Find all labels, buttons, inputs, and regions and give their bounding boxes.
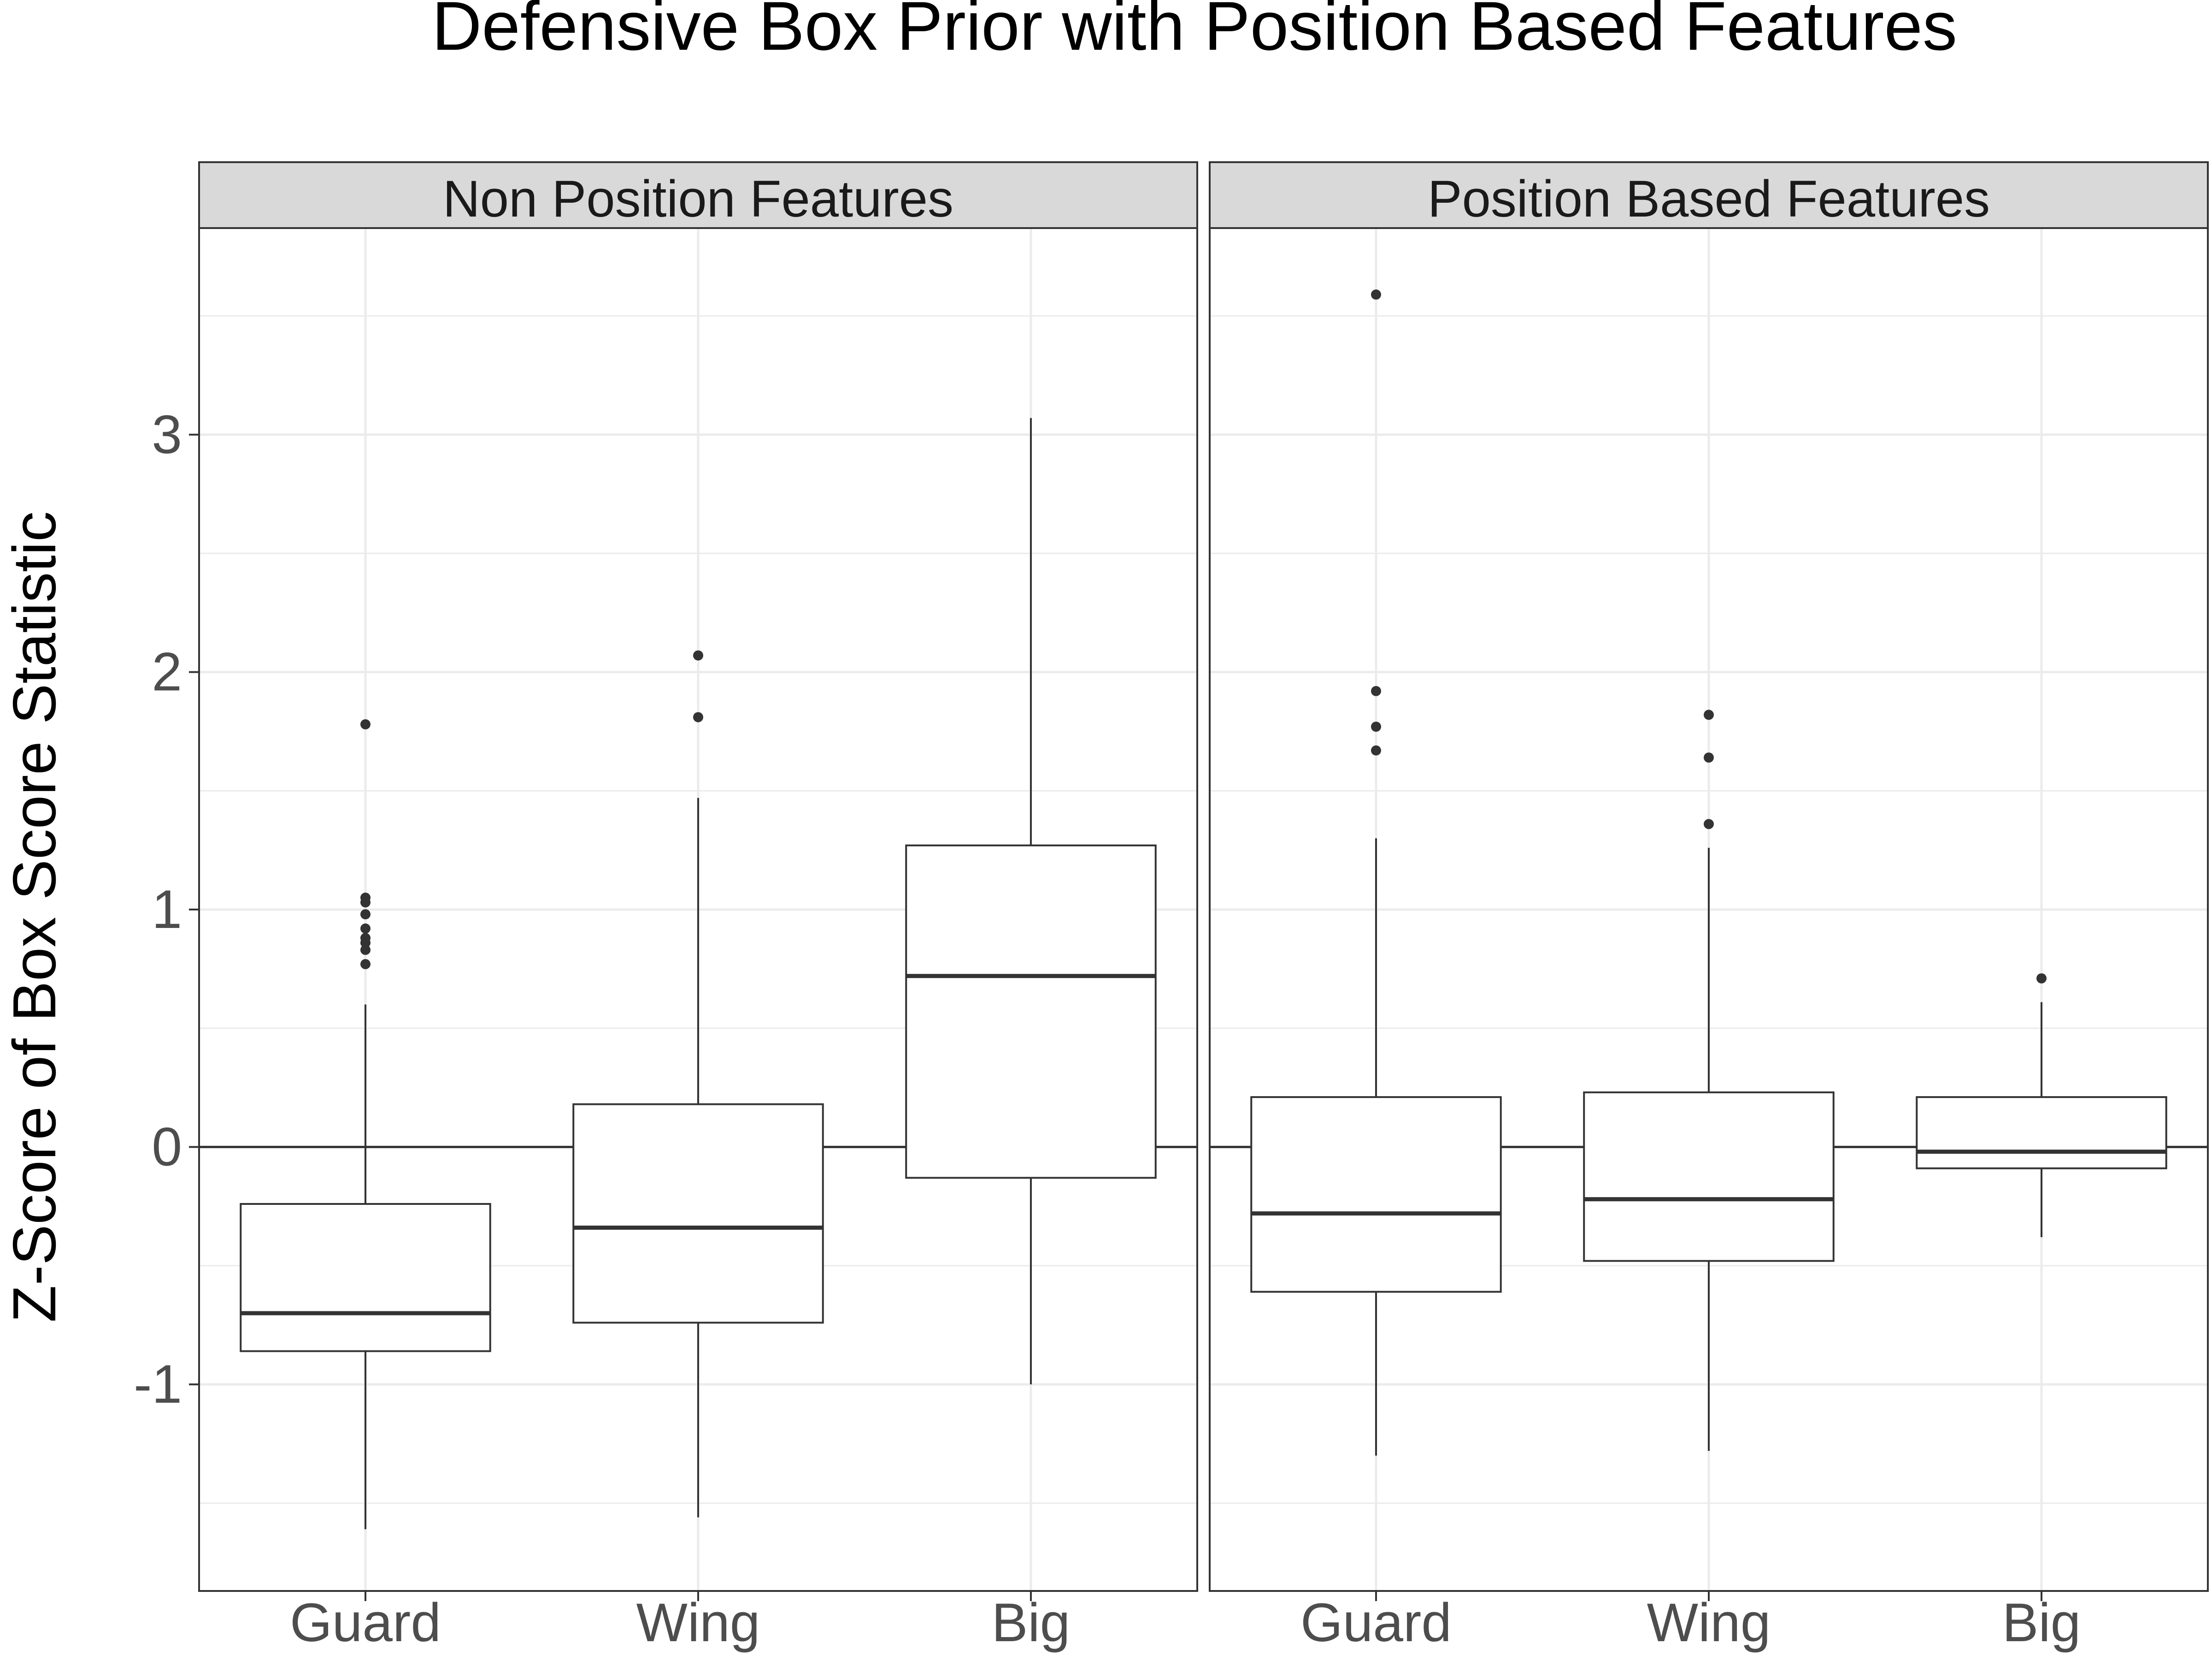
- y-tick-label: -1: [134, 1354, 182, 1415]
- x-tick-label: Guard: [1300, 1592, 1452, 1653]
- outlier-point: [360, 892, 371, 903]
- outlier-point: [693, 712, 703, 722]
- outlier-point: [1371, 289, 1381, 300]
- box-guard: [1250, 289, 1502, 1456]
- box-iqr: [1250, 1096, 1502, 1293]
- x-tick-label: Big: [992, 1592, 1071, 1653]
- y-axis-label: Z-Score of Box Score Statistic: [0, 511, 68, 1323]
- box-wing: [1583, 710, 1835, 1451]
- outlier-point: [1704, 819, 1714, 829]
- chart-title: Defensive Box Prior with Position Based …: [432, 0, 1957, 65]
- outlier-point: [360, 945, 371, 955]
- box-iqr: [1916, 1096, 2167, 1169]
- y-tick-label: 1: [152, 879, 182, 940]
- panel-1: Non Position Features Guard Wing Big: [198, 161, 1198, 1653]
- y-axis: -1 0 1 2 3: [134, 404, 199, 1415]
- box-iqr: [1583, 1091, 1835, 1262]
- outlier-point: [360, 923, 371, 934]
- outlier-point: [1704, 710, 1714, 720]
- outlier-point: [1371, 722, 1381, 732]
- y-tick-label: 3: [152, 404, 182, 465]
- x-tick-label: Big: [2002, 1592, 2081, 1653]
- outlier-point: [693, 650, 703, 661]
- box-big: [905, 418, 1157, 1385]
- box-iqr: [905, 844, 1157, 1179]
- box-wing: [572, 650, 824, 1518]
- outlier-point: [360, 719, 371, 730]
- outlier-point: [360, 909, 371, 920]
- outlier-point: [1371, 745, 1381, 756]
- box-guard: [240, 719, 491, 1530]
- panel-2: Position Based Features Guard Wing Big: [1209, 161, 2209, 1653]
- outlier-point: [2036, 973, 2047, 984]
- outlier-point: [360, 933, 371, 943]
- outlier-point: [360, 959, 371, 969]
- box-big: [1916, 973, 2167, 1238]
- facet-strip-label: Position Based Features: [1428, 170, 1990, 228]
- y-tick-label: 2: [152, 642, 182, 703]
- facet-strip: [198, 161, 1198, 229]
- box-iqr: [240, 1203, 491, 1352]
- facet-strip: [1209, 161, 2209, 229]
- box-iqr: [572, 1103, 824, 1324]
- facet-strip-label: Non Position Features: [443, 170, 953, 228]
- outlier-point: [1371, 686, 1381, 696]
- outlier-point: [1704, 752, 1714, 763]
- x-tick-label: Guard: [290, 1592, 441, 1653]
- x-tick-label: Wing: [1647, 1592, 1771, 1653]
- x-tick-label: Wing: [636, 1592, 760, 1653]
- y-tick-label: 0: [152, 1116, 182, 1177]
